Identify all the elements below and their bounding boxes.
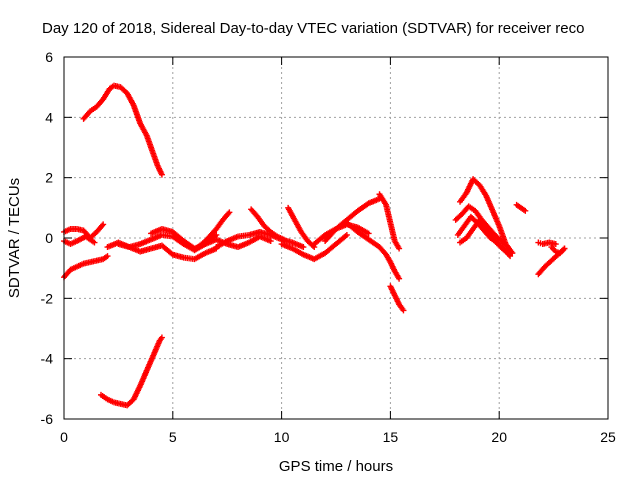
- data-point: [91, 239, 98, 246]
- axis-ticks: 0 5 10 15 20 25 -6 -4 -2 0 2 4 6: [41, 49, 616, 445]
- data-point: [158, 334, 165, 341]
- series-arc-upper-peak: [80, 82, 165, 178]
- y-tick-label: 4: [45, 109, 53, 125]
- data-point: [267, 238, 274, 245]
- data-point: [561, 245, 568, 252]
- data-point: [158, 171, 165, 178]
- data-point: [507, 253, 514, 260]
- data-point: [400, 307, 407, 314]
- y-tick-label: 2: [45, 170, 53, 186]
- series-arc-p: [387, 283, 407, 314]
- x-tick-label: 5: [169, 429, 177, 445]
- series-arc-t: [457, 216, 509, 255]
- x-axis-title: GPS time / hours: [279, 458, 393, 475]
- y-tick-label: -6: [41, 411, 54, 427]
- data-point: [365, 230, 372, 237]
- data-point: [280, 236, 287, 243]
- data-point: [502, 248, 509, 255]
- x-tick-label: 25: [600, 429, 616, 445]
- series-arc-j: [278, 231, 350, 263]
- y-tick-label: -4: [41, 351, 54, 367]
- data-point: [300, 244, 307, 251]
- series-arc-g: [191, 209, 233, 254]
- y-axis-title: SDTVAR / TECUs: [6, 178, 23, 298]
- data-point: [522, 207, 529, 214]
- y-tick-label: 6: [45, 49, 53, 65]
- series-arc-u: [513, 201, 529, 214]
- series-arc-lower-trough: [97, 334, 165, 409]
- data-point-fill: [99, 222, 106, 229]
- data-point: [100, 221, 107, 228]
- x-tick-label: 20: [491, 429, 507, 445]
- data-point: [226, 209, 233, 216]
- series-arc-o: [376, 191, 403, 252]
- x-tick-label: 15: [383, 429, 399, 445]
- series-arc-x: [548, 244, 568, 257]
- series-arc-k: [285, 204, 318, 251]
- data-point: [343, 231, 350, 238]
- data-points: [61, 82, 568, 409]
- series-arc-n: [343, 219, 403, 282]
- x-tick-label: 10: [274, 429, 290, 445]
- data-point-fill: [225, 210, 232, 217]
- y-tick-label: -2: [41, 290, 54, 306]
- x-tick-label: 0: [60, 429, 68, 445]
- data-point: [552, 241, 559, 248]
- data-point: [396, 275, 403, 282]
- data-point: [396, 245, 403, 252]
- series-arc-i: [248, 206, 287, 243]
- chart-title: Day 120 of 2018, Sidereal Day-to-day VTE…: [42, 20, 584, 37]
- y-tick-label: 0: [45, 230, 53, 246]
- data-point-fill: [505, 251, 512, 258]
- series-arc-v: [535, 239, 559, 248]
- data-point: [104, 253, 111, 260]
